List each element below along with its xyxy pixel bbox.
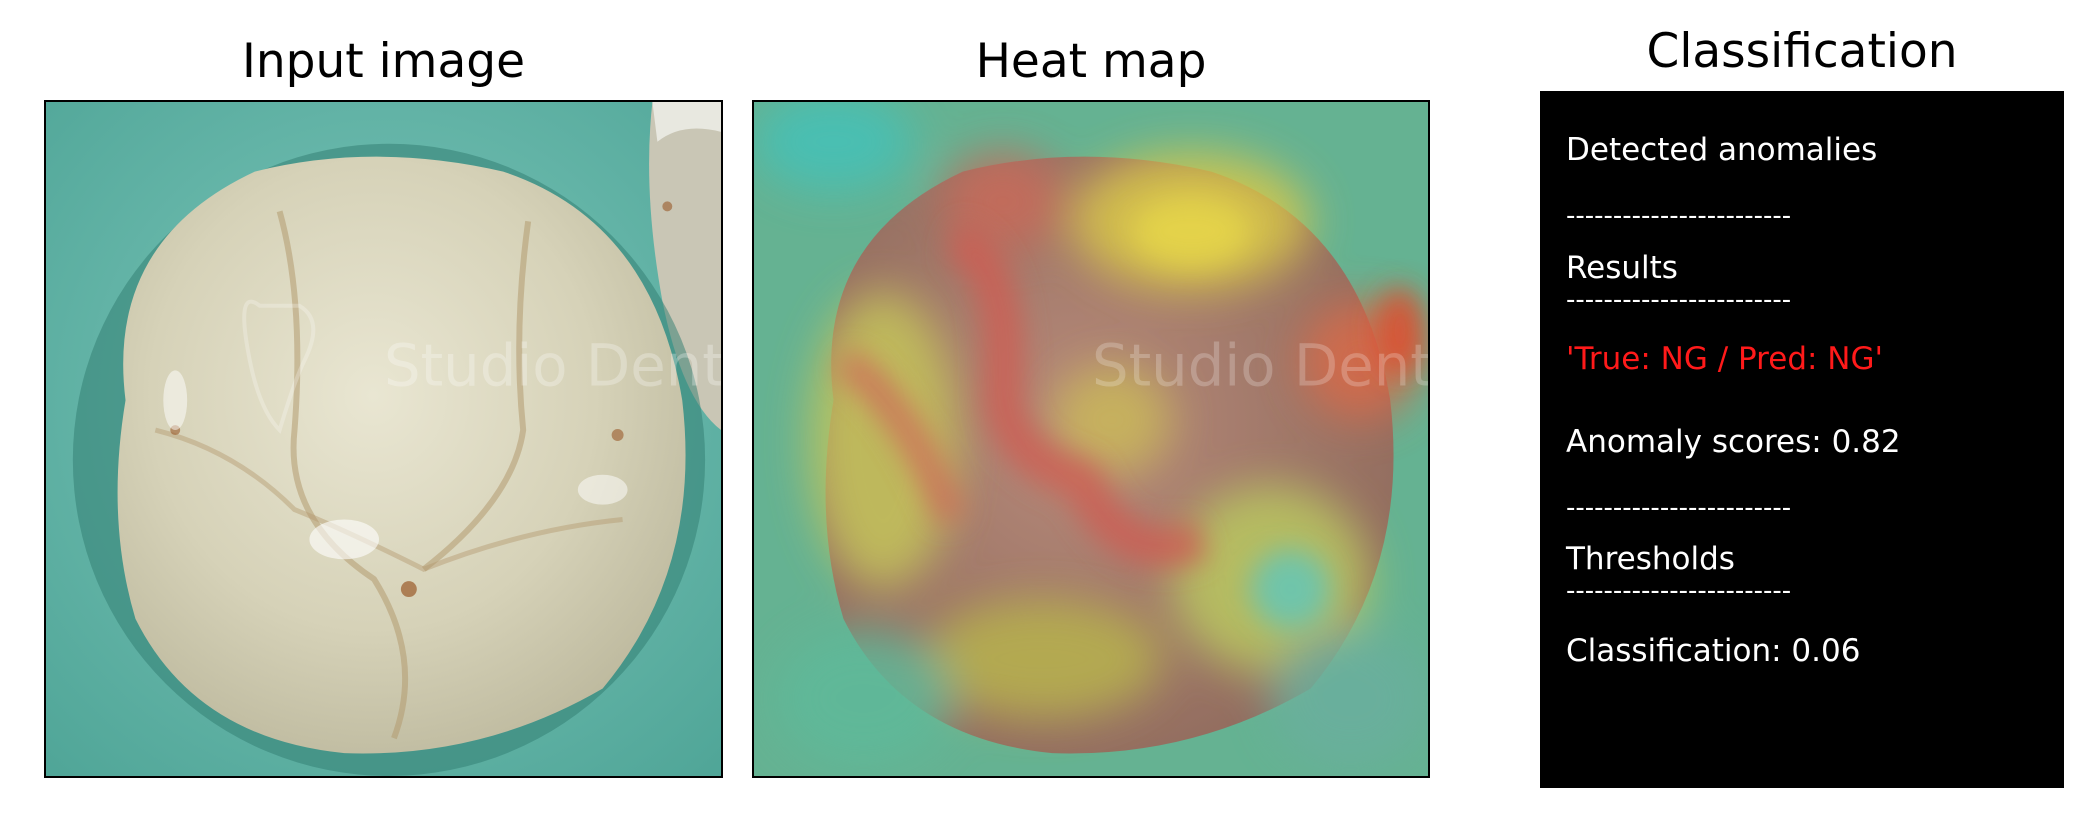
thresholds-label: Thresholds <box>1566 541 1735 577</box>
classification-title: Classification <box>1646 24 1958 79</box>
classification-panel: Detected anomalies ---------------------… <box>1540 91 2064 788</box>
anomaly-score: Anomaly scores: 0.82 <box>1566 424 1901 460</box>
classification-threshold: Classification: 0.06 <box>1566 633 1861 669</box>
separator: ------------------------ <box>1566 201 1792 231</box>
separator: ------------------------ <box>1566 493 1792 523</box>
detected-anomalies-label: Detected anomalies <box>1566 132 1878 168</box>
watermark-text-heatmap: Studio Dentis <box>1092 331 1428 399</box>
heatmap-panel: Studio Dentis <box>752 100 1430 778</box>
input-image-title: Input image <box>241 34 526 89</box>
watermark-logo <box>242 299 316 434</box>
prediction-result: 'True: NG / Pred: NG' <box>1566 341 1884 377</box>
watermark-text: Studio Dentis <box>384 331 721 399</box>
input-image-panel: Studio Dentis <box>44 100 723 778</box>
tooth-photo: Studio Dentis <box>46 102 721 776</box>
results-label: Results <box>1566 250 1678 286</box>
separator: ------------------------ <box>1566 576 1792 606</box>
separator: ------------------------ <box>1566 285 1792 315</box>
heatmap-title: Heat map <box>975 34 1207 89</box>
heatmap-overlay: Studio Dentis <box>754 102 1428 776</box>
